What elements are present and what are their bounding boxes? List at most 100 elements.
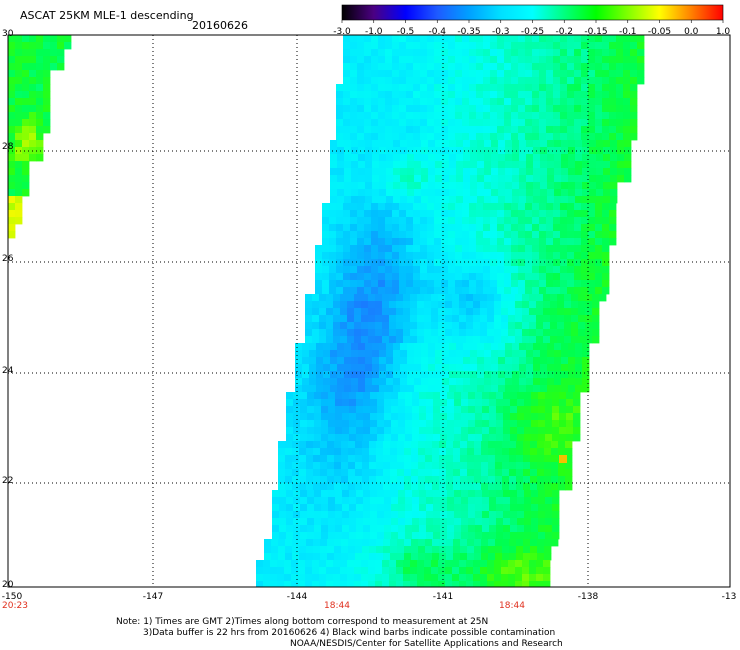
swath-cell <box>539 203 547 211</box>
swath-cell <box>522 574 530 582</box>
swath-cell <box>334 441 342 449</box>
swath-cell <box>8 182 16 190</box>
swath-cell <box>539 287 547 295</box>
swath-cell <box>343 42 351 50</box>
swath-cell <box>525 266 533 274</box>
swath-cell <box>525 245 533 253</box>
colorbar-gradient <box>341 4 724 21</box>
swath-cell <box>568 147 576 155</box>
swath-cell <box>515 301 523 309</box>
swath-cell <box>439 553 447 561</box>
swath-cell <box>602 98 610 106</box>
swath-cell <box>609 77 617 85</box>
swath-cell <box>545 532 553 540</box>
swath-cell <box>561 343 569 351</box>
swath-cell <box>421 196 429 204</box>
swath-cell <box>581 42 589 50</box>
swath-cell <box>508 336 516 344</box>
swath-cell <box>588 224 596 232</box>
swath-cell <box>516 469 524 477</box>
swath-cell <box>432 546 440 554</box>
swath-cell <box>406 56 414 64</box>
swath-cell <box>491 371 499 379</box>
swath-cell <box>462 70 470 78</box>
swath-cell <box>412 497 420 505</box>
swath-cell <box>432 455 440 463</box>
swath-cell <box>342 392 350 400</box>
swath-cell <box>497 231 505 239</box>
swath-cell <box>566 434 574 442</box>
swath-cell <box>441 266 449 274</box>
swath-cell <box>428 378 436 386</box>
swath-cell <box>433 525 441 533</box>
swath-cell <box>427 245 435 253</box>
swath-cell <box>589 154 597 162</box>
swath-cell <box>319 574 327 582</box>
swath-cell <box>511 119 519 127</box>
swath-cell <box>582 357 590 365</box>
swath-cell <box>377 392 385 400</box>
swath-cell <box>447 497 455 505</box>
swath-cell <box>532 210 540 218</box>
swath-cell <box>330 140 338 148</box>
swath-cell <box>496 511 504 519</box>
swath-cell <box>330 196 338 204</box>
swath-cell <box>484 182 492 190</box>
swath-cell <box>427 105 435 113</box>
swath-cell <box>377 399 385 407</box>
swath-cell <box>350 259 358 267</box>
swath-cell <box>438 301 446 309</box>
swath-cell <box>515 308 523 316</box>
swath-cell <box>546 266 554 274</box>
swath-cell <box>57 56 65 64</box>
swath-cell <box>419 532 427 540</box>
swath-cell <box>512 147 520 155</box>
swath-cell <box>440 427 448 435</box>
swath-cell <box>441 35 449 43</box>
swath-cell <box>321 511 329 519</box>
swath-cell <box>567 252 575 260</box>
swath-cell <box>358 189 366 197</box>
swath-cell <box>560 112 568 120</box>
swath-cell <box>470 189 478 197</box>
swath-cell <box>391 413 399 421</box>
swath-cell <box>434 63 442 71</box>
swath-cell <box>410 581 418 587</box>
swath-cell <box>504 259 512 267</box>
swath-cell <box>540 371 548 379</box>
swath-cell <box>412 434 420 442</box>
swath-cell <box>455 63 463 71</box>
swath-cell <box>391 420 399 428</box>
swath-cell <box>455 252 463 260</box>
swath-cell <box>537 441 545 449</box>
swath-cell <box>369 441 377 449</box>
swath-cell <box>559 427 567 435</box>
swath-cell <box>544 441 552 449</box>
swath-cell <box>537 539 545 547</box>
swath-cell <box>574 98 582 106</box>
swath-cell <box>609 91 617 99</box>
swath-cell <box>565 483 573 491</box>
swath-cell <box>427 252 435 260</box>
swath-cell <box>417 560 425 568</box>
swath-cell <box>300 497 308 505</box>
swath-cell <box>293 490 301 498</box>
swath-cell <box>609 70 617 78</box>
swath-cell <box>64 42 72 50</box>
swath-cell <box>369 546 377 554</box>
swath-cell <box>557 329 565 337</box>
swath-cell <box>357 238 365 246</box>
swath-cell <box>347 329 355 337</box>
swath-cell <box>391 532 399 540</box>
swath-cell <box>441 49 449 57</box>
swath-cell <box>272 518 280 526</box>
swath-cell <box>385 245 393 253</box>
swath-cell <box>497 238 505 246</box>
swath-cell <box>482 532 490 540</box>
swath-cell <box>610 147 618 155</box>
swath-cell <box>551 539 559 547</box>
colorbar-label: -0.35 <box>457 27 481 37</box>
swath-cell <box>377 427 385 435</box>
swath-cell <box>473 315 481 323</box>
swath-cell <box>371 224 379 232</box>
